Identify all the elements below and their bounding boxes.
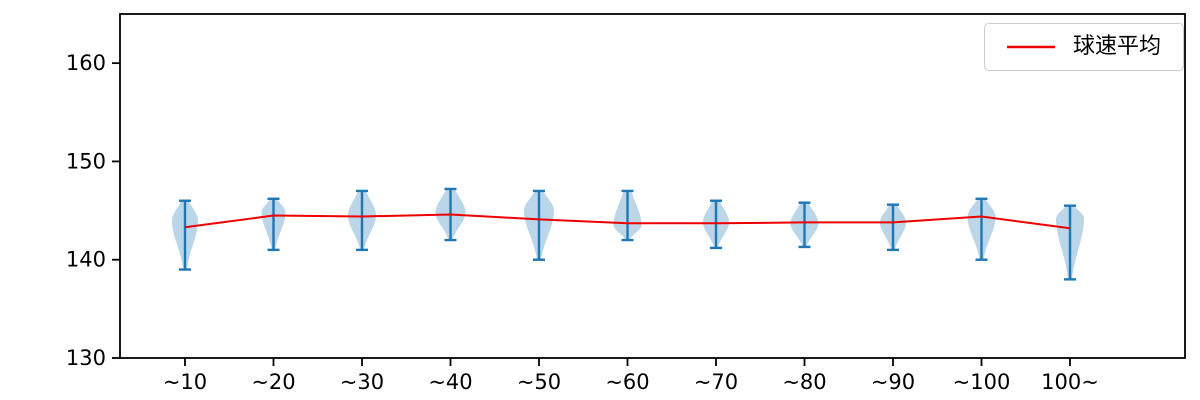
legend-label: 球速平均 xyxy=(1072,34,1161,59)
legend: 球速平均 xyxy=(983,23,1184,71)
y-tick-label: 130 xyxy=(66,346,106,370)
x-tick-label: ~100 xyxy=(953,370,1011,394)
y-tick-label: 150 xyxy=(66,149,106,173)
x-tick-label: 100~ xyxy=(1041,370,1099,394)
y-tick-label: 160 xyxy=(66,51,106,75)
x-tick-label: ~10 xyxy=(163,370,207,394)
y-tick-label: 140 xyxy=(66,248,106,272)
x-tick-label: ~90 xyxy=(871,370,915,394)
x-tick-label: ~20 xyxy=(251,370,295,394)
x-tick-label: ~30 xyxy=(340,370,384,394)
x-tick-label: ~50 xyxy=(517,370,561,394)
x-tick-label: ~70 xyxy=(694,370,738,394)
x-tick-label: ~80 xyxy=(782,370,826,394)
legend-line-sample xyxy=(1006,45,1055,49)
x-tick-label: ~60 xyxy=(605,370,649,394)
x-tick-label: ~40 xyxy=(428,370,472,394)
axes-frame xyxy=(119,13,1186,359)
mean-line xyxy=(184,213,1071,230)
